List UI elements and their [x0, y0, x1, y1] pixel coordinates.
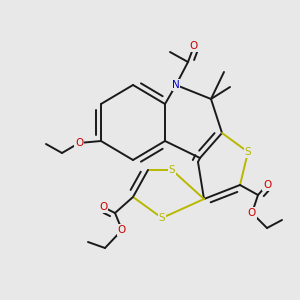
- Text: S: S: [169, 165, 175, 175]
- Text: O: O: [190, 41, 198, 51]
- Text: S: S: [245, 147, 251, 157]
- Text: S: S: [159, 213, 165, 223]
- Text: O: O: [99, 202, 107, 212]
- Text: O: O: [75, 138, 83, 148]
- Text: O: O: [118, 225, 126, 235]
- Text: O: O: [248, 208, 256, 218]
- Text: O: O: [263, 180, 271, 190]
- Text: N: N: [172, 80, 180, 90]
